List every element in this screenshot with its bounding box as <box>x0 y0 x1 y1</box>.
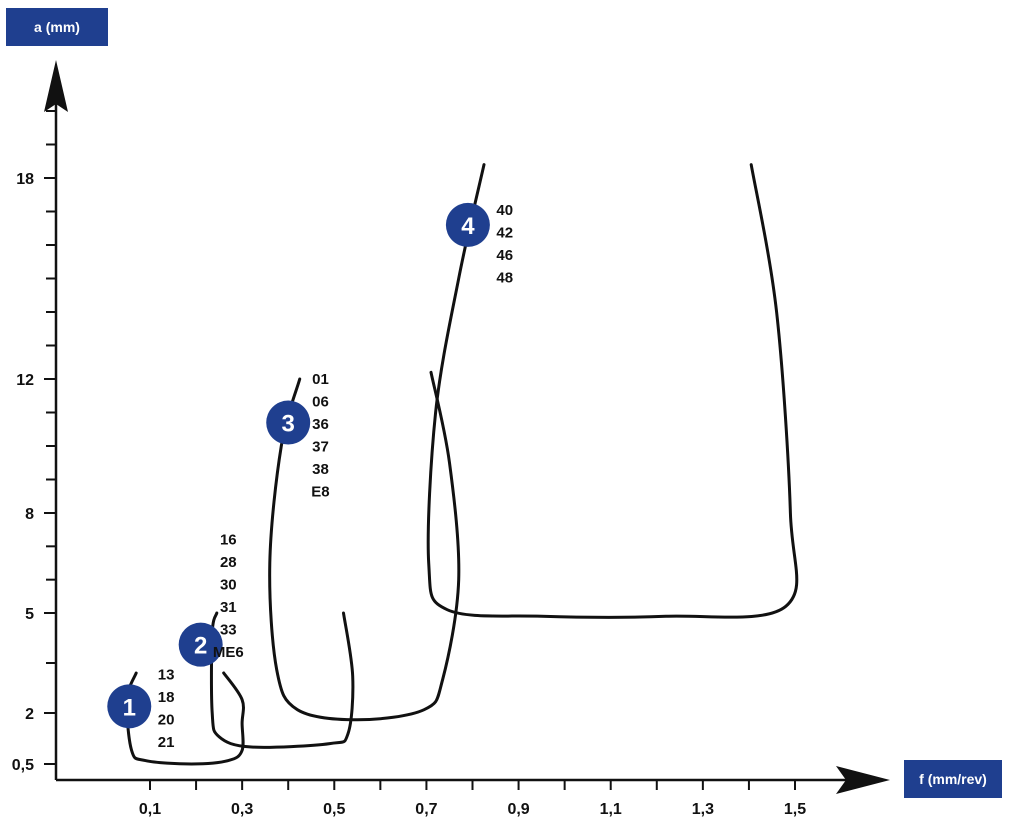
y-ticks: 0,5 2 5 8 12 18 <box>12 110 56 774</box>
region-badge-label: 1 <box>123 694 136 721</box>
y-axis-arrow-icon <box>44 60 68 112</box>
group-code-label: 33 <box>220 622 237 639</box>
region-badge-3 <box>266 400 311 445</box>
region-badge-label: 4 <box>461 213 475 240</box>
y-tick-label: 5 <box>25 606 34 623</box>
region-badge-label: 2 <box>194 633 207 660</box>
group-code-label: 38 <box>312 461 329 478</box>
y-tick-label: 0,5 <box>12 757 34 774</box>
region-curve-3 <box>268 370 461 722</box>
x-ticks: 0,1 0,3 0,5 0,7 0,9 1,1 1,3 1,5 <box>139 780 806 818</box>
regions <box>125 163 799 766</box>
x-tick-label: 0,7 <box>415 801 437 818</box>
x-tick-label: 0,9 <box>507 801 529 818</box>
group-code-label: 13 <box>158 667 175 684</box>
region-curve-4 <box>426 163 799 619</box>
group-code-label: 40 <box>496 202 513 219</box>
badges: 1 2 3 4 <box>107 202 490 729</box>
y-axis-title-box <box>6 8 108 46</box>
group-code-label: 16 <box>220 532 237 549</box>
y-axis-title: a (mm) <box>6 8 108 46</box>
group-code-label: 30 <box>220 577 237 594</box>
x-tick-label: 0,3 <box>231 801 253 818</box>
group-code-label: 31 <box>220 599 237 616</box>
x-tick-label: 0,5 <box>323 801 345 818</box>
group-code-label: 36 <box>312 416 329 433</box>
x-tick-label: 0,1 <box>139 801 161 818</box>
region-badge-2 <box>178 622 223 667</box>
group-code-label: 18 <box>158 689 175 706</box>
x-axis-title-text: f (mm/rev) <box>919 771 987 787</box>
group-code-label: 46 <box>496 247 513 264</box>
y-axis-title-text: a (mm) <box>34 19 80 35</box>
group-code-label: E8 <box>311 484 329 501</box>
y-tick-label: 18 <box>16 171 34 188</box>
axes <box>44 60 890 794</box>
group-code-label: 06 <box>312 394 329 411</box>
x-tick-label: 1,5 <box>784 801 806 818</box>
group-code-label: 20 <box>158 712 175 729</box>
x-tick-label: 1,1 <box>600 801 622 818</box>
x-axis-arrow-icon <box>836 766 890 794</box>
group-code-label: 28 <box>220 554 237 571</box>
group-code-label: ME6 <box>213 644 244 661</box>
y-tick-label: 12 <box>16 372 34 389</box>
y-tick-label: 8 <box>25 506 34 523</box>
region-badge-label: 3 <box>282 411 295 438</box>
y-tick-label: 2 <box>25 706 34 723</box>
group-code-label: 01 <box>312 371 329 388</box>
x-axis-title: f (mm/rev) <box>904 760 1002 798</box>
x-axis-title-box <box>904 760 1002 798</box>
group-code-label: 42 <box>496 224 513 241</box>
group-code-label: 37 <box>312 439 329 456</box>
region-badge-4 <box>445 202 490 247</box>
region-badge-1 <box>107 684 152 729</box>
group-code-label: 21 <box>158 734 175 751</box>
group-code-label: 48 <box>496 269 513 286</box>
group-codes: 131820211628303133ME60106363738E84042464… <box>158 202 513 751</box>
x-tick-label: 1,3 <box>692 801 714 818</box>
